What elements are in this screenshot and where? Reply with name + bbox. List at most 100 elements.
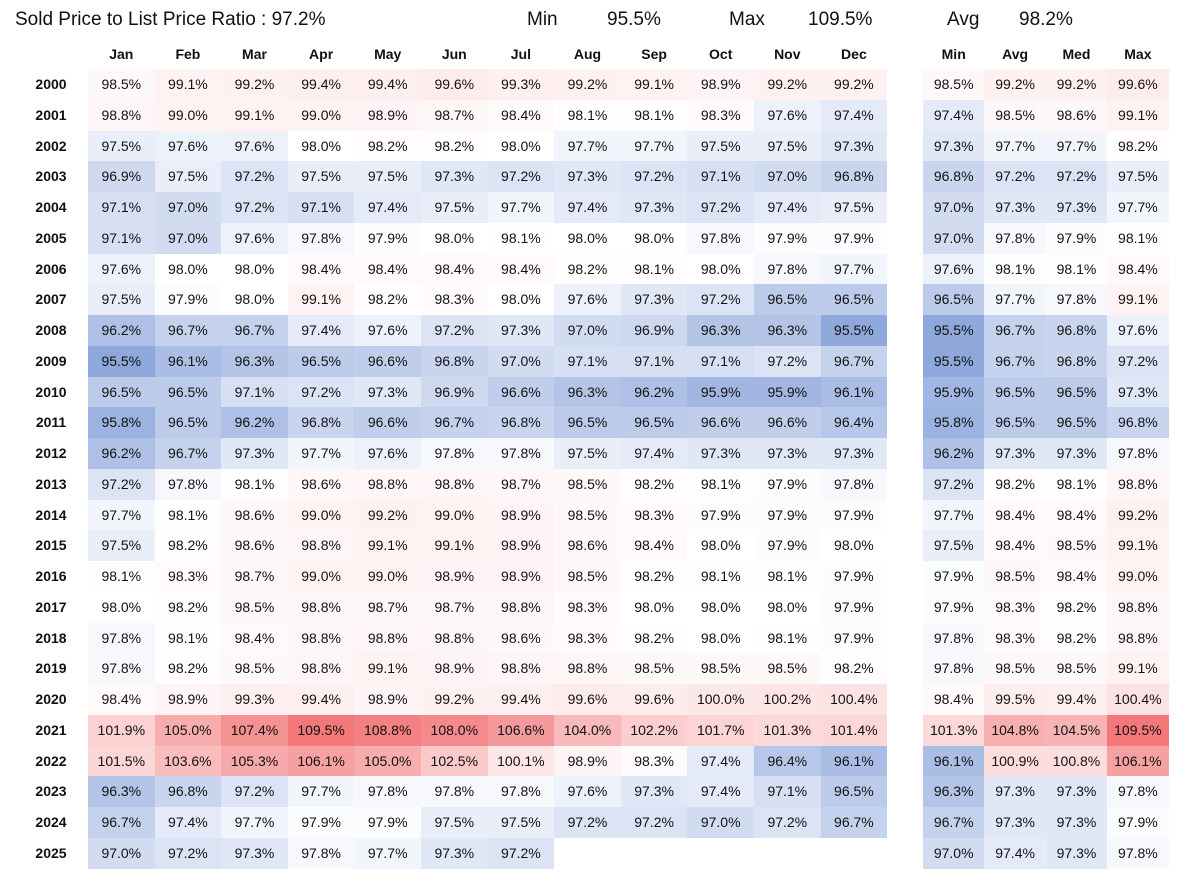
summary-cell: 97.5%: [923, 530, 985, 561]
heat-cell: 99.2%: [820, 69, 888, 100]
summary-cell: 97.9%: [923, 561, 985, 592]
heat-cell: 98.2%: [620, 468, 688, 500]
heat-cell: 98.9%: [154, 684, 222, 715]
heat-cell: 97.1%: [554, 345, 621, 377]
heat-cell: 98.5%: [221, 653, 288, 684]
summary-cell: 99.1%: [1107, 284, 1169, 315]
summary-cell: 96.5%: [1045, 376, 1108, 408]
heat-cell: 97.9%: [354, 807, 421, 838]
heat-cell: 96.5%: [88, 376, 155, 408]
summary-cell: 97.8%: [1107, 776, 1169, 807]
heat-cell: 98.0%: [687, 253, 754, 285]
heat-cell: 96.4%: [820, 407, 888, 438]
summary-cell: 97.9%: [1107, 807, 1169, 838]
column-header-jan: Jan: [109, 46, 134, 62]
heat-cell: 97.8%: [754, 253, 821, 285]
heat-cell: 95.5%: [820, 315, 888, 346]
heat-cell: 98.1%: [154, 499, 222, 531]
summary-cell: 96.7%: [923, 807, 985, 838]
summary-cell: 101.3%: [923, 714, 985, 746]
heat-cell: 96.3%: [88, 776, 155, 807]
heat-cell: 97.8%: [820, 468, 888, 500]
heat-cell: 98.2%: [620, 622, 688, 654]
heat-cell: 101.3%: [754, 714, 821, 746]
row-label-2005: 2005: [35, 229, 67, 246]
column-header-aug: Aug: [573, 46, 602, 62]
summary-cell: 96.5%: [923, 284, 985, 315]
column-header-nov: Nov: [774, 46, 801, 62]
summary-cell: 98.4%: [1045, 499, 1108, 531]
heat-cell: 96.1%: [154, 345, 222, 377]
row-label-2016: 2016: [35, 568, 67, 584]
summary-cell: 99.4%: [1045, 684, 1108, 715]
row-label-2025: 2025: [35, 844, 67, 861]
heat-cell: 105.3%: [221, 745, 288, 777]
row-label-2020: 2020: [35, 691, 67, 707]
heat-cell: 99.2%: [354, 499, 421, 531]
heat-cell: 96.8%: [421, 345, 488, 377]
summary-cell: 98.1%: [1107, 222, 1169, 254]
summary-cell: 100.4%: [1107, 684, 1169, 715]
overall-avg-value: 98.2%: [1019, 9, 1073, 30]
summary-cell: 97.6%: [1107, 315, 1169, 346]
summary-cell: 97.8%: [923, 653, 985, 684]
heat-cell: 97.3%: [221, 837, 288, 869]
heat-cell: 96.9%: [88, 161, 155, 192]
summary-cell: 99.2%: [984, 69, 1046, 100]
heat-cell: 97.5%: [421, 807, 488, 838]
summary-cell: 97.3%: [1045, 438, 1108, 469]
heat-cell: 99.1%: [354, 653, 421, 684]
heat-cell: 96.3%: [687, 315, 754, 346]
heat-cell: 98.0%: [421, 222, 488, 254]
heat-cell: 98.5%: [554, 468, 621, 500]
overall-min-value: 95.5%: [607, 9, 661, 30]
heat-cell: 98.0%: [88, 591, 155, 623]
summary-cell: 96.3%: [923, 776, 985, 807]
heat-cell: 99.4%: [287, 684, 355, 715]
heat-cell: 98.8%: [487, 653, 555, 684]
heat-cell: 97.9%: [820, 499, 888, 531]
heat-cell: 99.2%: [421, 684, 488, 715]
summary-cell: 96.8%: [923, 161, 985, 192]
heat-cell: 99.1%: [154, 69, 222, 100]
summary-cell: 98.6%: [1045, 99, 1108, 131]
heat-cell: 96.6%: [354, 407, 421, 438]
row-label-2012: 2012: [35, 445, 67, 461]
heat-cell: 97.4%: [754, 192, 821, 223]
heat-cell: 98.5%: [221, 591, 288, 623]
heat-cell: 97.5%: [687, 130, 754, 162]
heat-cell: 99.0%: [287, 99, 355, 131]
summary-cell: 99.1%: [1107, 653, 1169, 684]
heat-cell: 98.0%: [820, 530, 888, 561]
heat-cell: 97.2%: [221, 192, 288, 223]
heat-cell: 98.0%: [487, 284, 555, 315]
heat-cell: 97.1%: [687, 345, 754, 377]
heat-cell: 97.0%: [154, 192, 222, 223]
heat-cell: 99.4%: [354, 69, 421, 100]
heat-cell: 98.1%: [554, 99, 621, 131]
heat-cell: 98.0%: [554, 222, 621, 254]
row-label-2018: 2018: [35, 629, 67, 646]
heat-cell: 97.6%: [221, 130, 288, 162]
heat-cell: 99.2%: [221, 69, 288, 100]
heat-cell: 97.8%: [421, 776, 488, 807]
summary-cell: 99.6%: [1107, 69, 1169, 100]
heat-cell: 96.5%: [820, 284, 888, 315]
heat-cell: 102.2%: [620, 714, 688, 746]
heat-cell: 97.2%: [487, 837, 555, 869]
heat-cell: 98.1%: [487, 222, 555, 254]
heat-cell: 96.5%: [820, 776, 888, 807]
summary-cell: 100.8%: [1045, 745, 1108, 777]
heat-cell: 98.6%: [221, 530, 288, 561]
heat-cell: 99.0%: [354, 561, 421, 592]
summary-cell: 97.7%: [1045, 130, 1108, 162]
heat-cell: 96.3%: [754, 315, 821, 346]
heat-cell: 99.4%: [487, 684, 555, 715]
heat-cell: 97.8%: [287, 222, 355, 254]
heat-cell: 96.7%: [221, 315, 288, 346]
heat-cell: 96.5%: [554, 407, 621, 438]
heat-cell: 97.7%: [287, 776, 355, 807]
heat-cell: 96.7%: [154, 438, 222, 469]
heat-cell: 97.1%: [687, 161, 754, 192]
heat-cell: 108.8%: [354, 714, 421, 746]
